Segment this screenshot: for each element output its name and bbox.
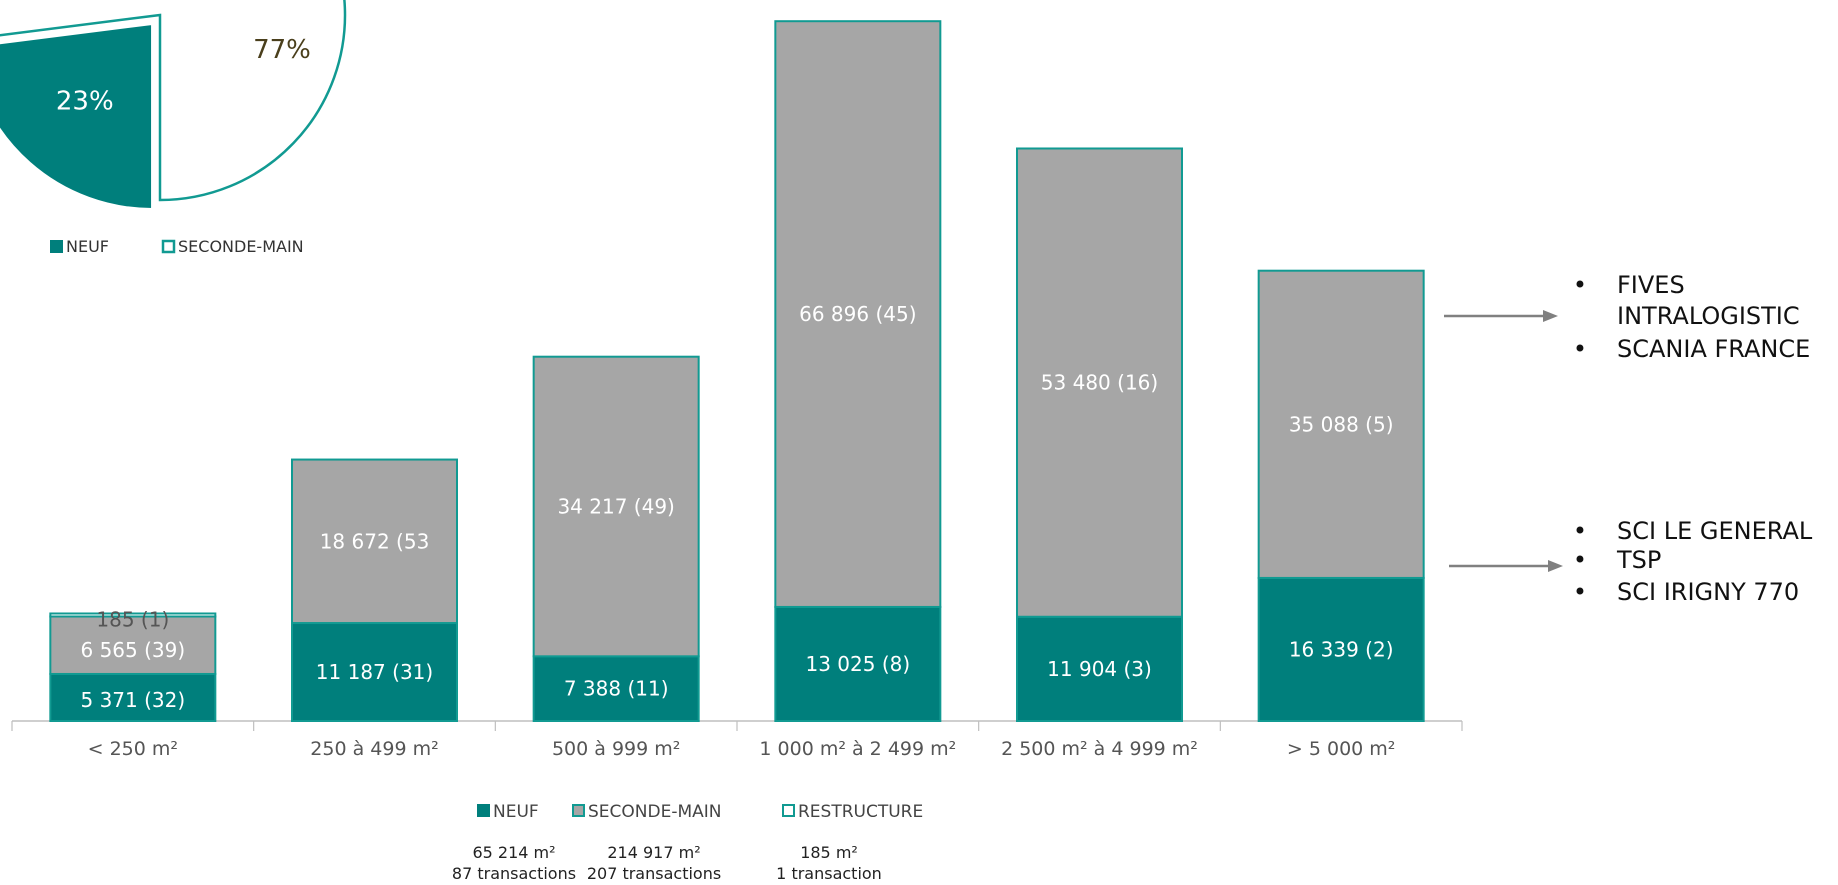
bar-seconde-main <box>291 458 458 625</box>
total-area: 65 214 m² <box>472 843 555 862</box>
pie-legend-swatch-neuf <box>50 240 63 253</box>
stacked-bar-chart: 5 371 (32) 6 565 (39) 185 (1) < 250 m² 11 18… <box>11 20 1463 760</box>
bar-label-neuf: 11 187 (31) <box>316 660 433 684</box>
bar-neuf <box>291 622 458 722</box>
legend-swatch-neuf <box>477 804 490 817</box>
annotations: • FIVES INTRALOGISTIC • SCANIA FRANCE • SCI LE… <box>1444 271 1813 606</box>
legend-swatch-seconde-main <box>572 804 585 817</box>
x-tick-label: 1 000 m² à 2 499 m² <box>759 738 956 760</box>
arrow-head <box>1543 310 1558 322</box>
bar-label-neuf: 7 388 (11) <box>564 677 669 701</box>
bar-neuf <box>49 672 217 723</box>
bullet-icon: • <box>1573 517 1587 545</box>
annotation-line: SCANIA FRANCE <box>1617 335 1810 363</box>
x-tick-label: 2 500 m² à 4 999 m² <box>1001 738 1198 760</box>
total-transactions: 1 transaction <box>776 864 882 883</box>
bar-seconde-main <box>1257 269 1425 579</box>
annotation-line: SCI IRIGNY 770 <box>1617 578 1799 606</box>
legend-swatch-restructure <box>782 804 795 817</box>
x-tick-label: 250 à 499 m² <box>310 738 438 760</box>
bar-label-seconde-main: 53 480 (16) <box>1041 371 1158 395</box>
x-tick-label: > 5 000 m² <box>1287 738 1396 760</box>
bar-label-restructure: 185 (1) <box>96 607 169 631</box>
bar-label-neuf: 5 371 (32) <box>80 688 185 712</box>
bar-neuf <box>774 605 942 722</box>
bullet-icon: • <box>1573 335 1587 363</box>
legend-label: NEUF <box>493 802 539 822</box>
bar-label-seconde-main: 6 565 (39) <box>80 638 185 662</box>
total-transactions: 207 transactions <box>587 864 721 883</box>
bar-label-neuf: 16 339 (2) <box>1289 637 1394 661</box>
pie-legend-label: NEUF <box>66 237 109 256</box>
bar-legend: NEUF SECONDE-MAIN RESTRUCTURE <box>477 802 923 822</box>
pie-label-neuf: 23% <box>56 86 114 116</box>
pie-slice-seconde-main <box>0 0 347 202</box>
bar-label-neuf: 11 904 (3) <box>1047 657 1152 681</box>
bar-seconde-main <box>1016 147 1183 618</box>
arrow-head <box>1548 560 1563 572</box>
pie-label-seconde-main: 77% <box>253 35 311 65</box>
total-transactions: 87 transactions <box>452 864 576 883</box>
legend-label: RESTRUCTURE <box>798 802 923 822</box>
x-tick-label: 500 à 999 m² <box>552 738 680 760</box>
total-area: 214 917 m² <box>607 843 700 862</box>
annotation-line: SCI LE GENERAL <box>1617 517 1813 545</box>
total-area: 185 m² <box>800 843 858 862</box>
x-tick-label: < 250 m² <box>88 738 178 760</box>
totals-row: 65 214 m² 87 transactions 214 917 m² 207 tr… <box>452 843 882 883</box>
bar-label-seconde-main: 34 217 (49) <box>557 495 674 519</box>
pie-legend-label: SECONDE-MAIN <box>178 237 304 256</box>
bullet-icon: • <box>1573 546 1587 574</box>
bar-label-seconde-main: 18 672 (53 <box>320 529 430 553</box>
pie-chart: 23% 77% <box>0 0 347 211</box>
bar-label-seconde-main: 66 896 (45) <box>799 302 916 326</box>
legend-label: SECONDE-MAIN <box>588 802 722 822</box>
pie-legend-swatch-seconde-main <box>161 239 176 254</box>
bullet-icon: • <box>1573 578 1587 606</box>
bar-seconde-main <box>774 20 942 608</box>
bar-neuf <box>1257 576 1425 723</box>
bar-neuf <box>1016 615 1183 723</box>
bar-label-neuf: 13 025 (8) <box>805 652 910 676</box>
bar-label-seconde-main: 35 088 (5) <box>1289 412 1394 436</box>
pie-slice-neuf <box>0 22 154 211</box>
bullet-icon: • <box>1573 271 1587 299</box>
annotation-line: INTRALOGISTIC <box>1617 302 1800 330</box>
pie-legend: NEUF SECONDE-MAIN <box>50 237 304 256</box>
annotation-line: TSP <box>1616 546 1661 574</box>
bar-restructure <box>49 612 217 618</box>
annotation-line: FIVES <box>1617 271 1685 299</box>
bar-seconde-main <box>532 355 700 658</box>
